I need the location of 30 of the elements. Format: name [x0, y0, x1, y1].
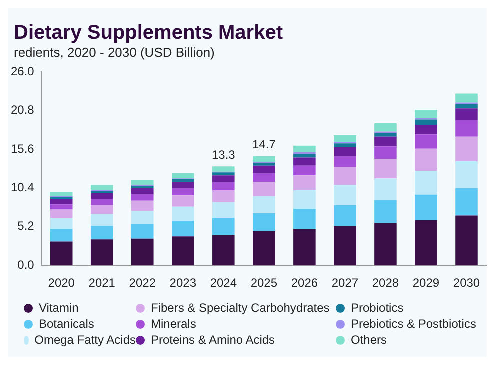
legend-label: Probiotics	[351, 301, 404, 315]
x-tick-label: 2028	[372, 276, 400, 290]
legend-label: Omega Fatty Acids	[34, 333, 136, 347]
x-tick-label: 2025	[250, 276, 278, 290]
y-tick-label: 5.2	[18, 219, 35, 234]
y-tick-label: 10.4	[10, 180, 35, 195]
y-tick-label: 26.0	[10, 64, 35, 79]
x-tick-label: 2020	[48, 276, 76, 290]
chart-subtitle: redients, 2020 - 2030 (USD Billion)	[13, 45, 216, 60]
legend-label: Botanicals	[39, 317, 94, 331]
chart-title: Dietary Supplements Market	[13, 21, 284, 45]
legend-label: Prebiotics & Postbiotics	[351, 317, 476, 331]
total-label: 14.7	[252, 138, 276, 152]
x-tick-label: 2027	[332, 276, 359, 290]
x-tick-label: 2026	[291, 276, 318, 290]
x-tick-label: 2021	[88, 276, 116, 290]
legend-label: Minerals	[151, 317, 196, 331]
legend-label: Fibers & Specialty Carbohydrates	[151, 301, 330, 315]
y-tick-label: 0.0	[18, 258, 35, 272]
x-tick-label: 2024	[210, 276, 238, 290]
legend-label: Others	[351, 333, 388, 347]
y-tick-label: 15.6	[10, 142, 35, 156]
x-tick-label: 2023	[170, 276, 197, 290]
legend-label: Vitamin	[39, 301, 79, 315]
x-tick-label: 2029	[412, 276, 440, 290]
y-tick-label: 20.8	[10, 103, 35, 118]
x-tick-label: 2030	[453, 276, 480, 290]
total-label: 13.3	[212, 148, 236, 162]
legend-label: Proteins & Amino Acids	[151, 333, 276, 347]
x-tick-label: 2022	[129, 276, 156, 290]
